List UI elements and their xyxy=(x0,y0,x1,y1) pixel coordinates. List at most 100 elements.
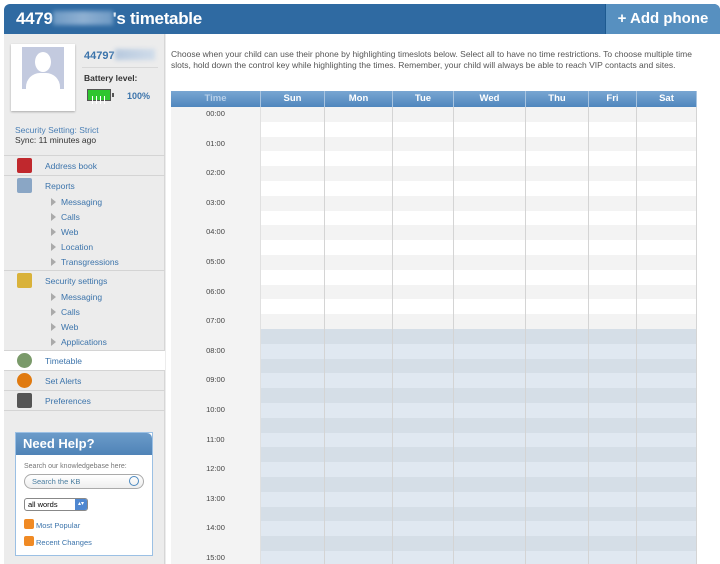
time-slot-selected[interactable] xyxy=(393,343,454,359)
time-slot-selected[interactable] xyxy=(526,402,589,418)
kb-search-input[interactable]: Search the KB xyxy=(24,474,144,489)
time-slot[interactable] xyxy=(637,195,697,211)
time-slot[interactable] xyxy=(637,210,697,226)
time-slot-selected[interactable] xyxy=(261,550,325,564)
time-slot[interactable] xyxy=(454,240,526,255)
time-slot[interactable] xyxy=(261,254,325,270)
time-slot[interactable] xyxy=(589,284,637,300)
time-slot[interactable] xyxy=(589,225,637,241)
time-slot[interactable] xyxy=(393,225,454,241)
time-slot[interactable] xyxy=(261,180,325,196)
time-slot[interactable] xyxy=(261,166,325,181)
column-header-mon[interactable]: Mon xyxy=(325,91,393,107)
time-slot-selected[interactable] xyxy=(393,358,454,374)
time-slot-selected[interactable] xyxy=(637,462,697,477)
time-slot-selected[interactable] xyxy=(393,328,454,344)
time-slot[interactable] xyxy=(637,225,697,241)
time-slot[interactable] xyxy=(325,151,393,167)
time-slot-selected[interactable] xyxy=(454,402,526,418)
time-slot-selected[interactable] xyxy=(325,432,393,448)
time-slot-selected[interactable] xyxy=(261,506,325,522)
time-slot-selected[interactable] xyxy=(637,343,697,359)
time-slot[interactable] xyxy=(526,254,589,270)
sidebar-item-security-settings[interactable]: Security settings xyxy=(4,270,165,290)
time-slot[interactable] xyxy=(393,299,454,315)
time-slot-selected[interactable] xyxy=(589,388,637,403)
time-slot[interactable] xyxy=(526,314,589,329)
time-slot[interactable] xyxy=(526,107,589,122)
time-slot-selected[interactable] xyxy=(454,476,526,492)
sidebar-item-preferences[interactable]: Preferences xyxy=(4,390,165,410)
time-slot[interactable] xyxy=(526,284,589,300)
time-slot-selected[interactable] xyxy=(637,388,697,403)
time-slot-selected[interactable] xyxy=(526,373,589,389)
time-slot[interactable] xyxy=(393,166,454,181)
time-slot-selected[interactable] xyxy=(526,432,589,448)
time-slot[interactable] xyxy=(589,107,637,122)
time-slot[interactable] xyxy=(454,107,526,122)
time-slot-selected[interactable] xyxy=(393,506,454,522)
time-slot[interactable] xyxy=(637,180,697,196)
time-slot[interactable] xyxy=(637,240,697,255)
time-slot-selected[interactable] xyxy=(589,432,637,448)
time-slot[interactable] xyxy=(393,195,454,211)
time-slot[interactable] xyxy=(325,254,393,270)
time-slot[interactable] xyxy=(325,121,393,137)
sidebar-item-timetable[interactable]: Timetable xyxy=(4,350,165,370)
time-slot[interactable] xyxy=(589,299,637,315)
time-slot-selected[interactable] xyxy=(261,343,325,359)
time-slot-selected[interactable] xyxy=(637,432,697,448)
time-slot-selected[interactable] xyxy=(637,447,697,463)
time-slot[interactable] xyxy=(454,225,526,241)
time-slot[interactable] xyxy=(454,284,526,300)
time-slot-selected[interactable] xyxy=(393,432,454,448)
time-slot[interactable] xyxy=(589,210,637,226)
time-slot[interactable] xyxy=(589,180,637,196)
time-slot-selected[interactable] xyxy=(325,388,393,403)
time-slot[interactable] xyxy=(325,269,393,285)
time-slot[interactable] xyxy=(589,269,637,285)
time-slot[interactable] xyxy=(454,121,526,137)
time-slot-selected[interactable] xyxy=(589,476,637,492)
time-slot-selected[interactable] xyxy=(454,550,526,564)
time-slot[interactable] xyxy=(325,299,393,315)
time-slot-selected[interactable] xyxy=(261,476,325,492)
time-slot[interactable] xyxy=(325,225,393,241)
time-slot[interactable] xyxy=(393,136,454,152)
time-slot[interactable] xyxy=(637,254,697,270)
time-slot[interactable] xyxy=(261,299,325,315)
time-slot-selected[interactable] xyxy=(261,491,325,507)
time-slot[interactable] xyxy=(261,136,325,152)
time-slot-selected[interactable] xyxy=(526,388,589,403)
time-slot-selected[interactable] xyxy=(526,447,589,463)
time-slot[interactable] xyxy=(589,195,637,211)
time-slot-selected[interactable] xyxy=(393,476,454,492)
time-slot[interactable] xyxy=(526,240,589,255)
time-slot[interactable] xyxy=(325,314,393,329)
time-slot[interactable] xyxy=(454,195,526,211)
time-slot-selected[interactable] xyxy=(526,328,589,344)
time-slot-selected[interactable] xyxy=(325,476,393,492)
security-setting-link[interactable]: Security Setting: Strict xyxy=(15,125,99,135)
time-slot[interactable] xyxy=(393,121,454,137)
time-slot[interactable] xyxy=(393,210,454,226)
time-slot[interactable] xyxy=(454,210,526,226)
time-slot[interactable] xyxy=(325,210,393,226)
time-slot-selected[interactable] xyxy=(637,521,697,537)
time-slot[interactable] xyxy=(261,269,325,285)
match-mode-select[interactable]: all words ▴▾ xyxy=(24,498,88,511)
recent-changes-link[interactable]: Recent Changes xyxy=(24,536,92,547)
time-slot[interactable] xyxy=(637,314,697,329)
time-slot-selected[interactable] xyxy=(589,447,637,463)
time-slot-selected[interactable] xyxy=(325,417,393,433)
time-slot[interactable] xyxy=(325,284,393,300)
time-slot[interactable] xyxy=(454,299,526,315)
time-slot-selected[interactable] xyxy=(589,328,637,344)
time-slot-selected[interactable] xyxy=(637,417,697,433)
time-slot-selected[interactable] xyxy=(261,521,325,537)
time-slot-selected[interactable] xyxy=(589,402,637,418)
time-slot[interactable] xyxy=(325,136,393,152)
time-slot[interactable] xyxy=(589,136,637,152)
time-slot-selected[interactable] xyxy=(325,373,393,389)
time-slot[interactable] xyxy=(589,121,637,137)
